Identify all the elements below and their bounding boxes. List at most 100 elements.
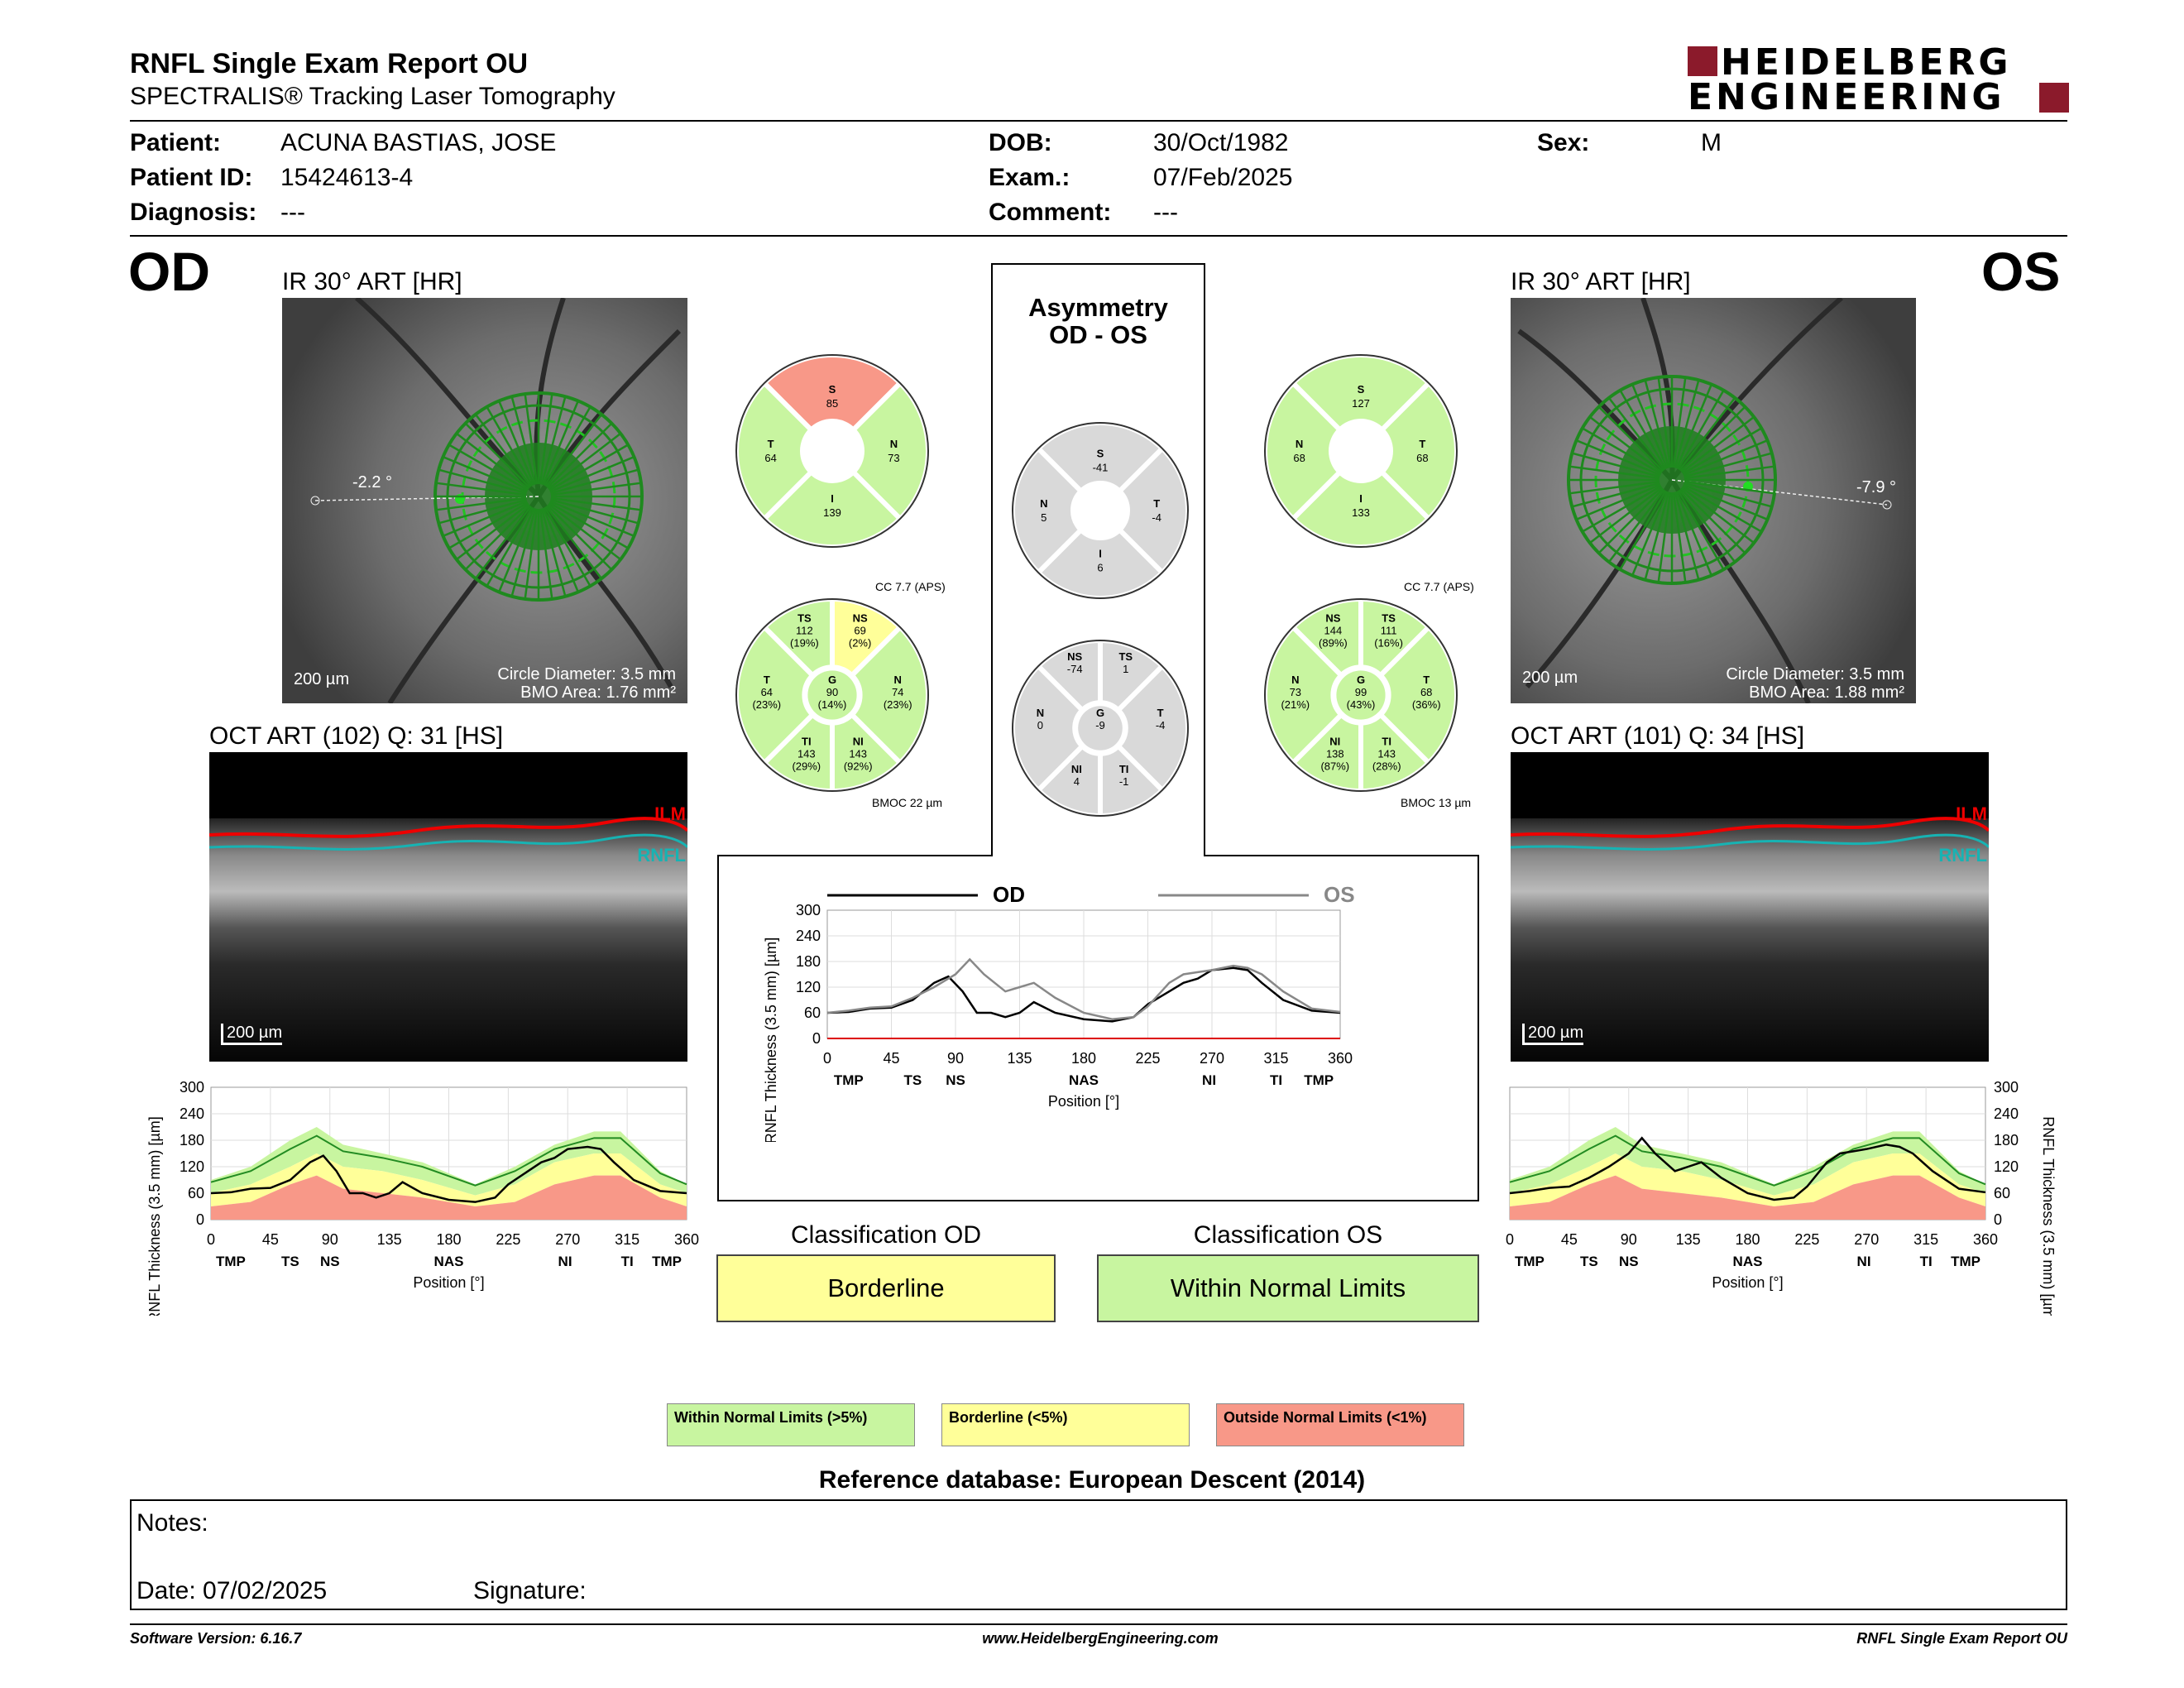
y-tick-label: 240 bbox=[180, 1105, 204, 1122]
sector-value: 138 bbox=[1326, 747, 1344, 760]
scan-spoke bbox=[448, 444, 529, 492]
scan-spoke bbox=[524, 508, 539, 600]
scan-spoke bbox=[545, 414, 603, 487]
scan-spoke bbox=[548, 444, 629, 492]
scan-spoke bbox=[1657, 492, 1672, 583]
y-tick-label: 240 bbox=[796, 928, 821, 944]
scan-spoke bbox=[510, 508, 537, 597]
x-tick-label: 180 bbox=[1071, 1050, 1096, 1067]
scan-spoke bbox=[1589, 487, 1663, 544]
x-tick-label: 45 bbox=[262, 1231, 279, 1248]
y-tick-label: 120 bbox=[180, 1158, 204, 1175]
scan-spoke bbox=[539, 508, 553, 600]
comment-value: --- bbox=[1153, 199, 1178, 226]
x-tick-label: 0 bbox=[823, 1050, 831, 1067]
scan-spoke bbox=[550, 496, 642, 511]
scan-spoke bbox=[474, 414, 532, 487]
sector-code: NI bbox=[1329, 735, 1340, 747]
sector-percent: (29%) bbox=[792, 760, 821, 772]
scan-spoke bbox=[1679, 489, 1736, 563]
sector-tick-label: TMP bbox=[216, 1254, 246, 1269]
scan-spoke bbox=[498, 507, 535, 592]
scan-spoke bbox=[548, 503, 621, 561]
sector-code: TS bbox=[1382, 612, 1396, 625]
sector-value: 73 bbox=[888, 452, 899, 464]
y-axis-label: RNFL Thickness (3.5 mm) [µm] bbox=[763, 938, 779, 1142]
scan-spoke bbox=[548, 432, 621, 490]
scan-spoke bbox=[510, 396, 537, 485]
x-tick-label: 90 bbox=[947, 1050, 964, 1067]
scan-spoke bbox=[1569, 480, 1660, 495]
scan-spoke bbox=[1644, 492, 1670, 581]
y-tick-label: 0 bbox=[196, 1211, 204, 1228]
sector-code: S bbox=[1358, 383, 1365, 396]
scan-spoke bbox=[542, 507, 579, 592]
x-tick-label: 45 bbox=[883, 1050, 899, 1067]
scan-spoke bbox=[1657, 376, 1672, 468]
scan-spoke bbox=[524, 393, 539, 485]
scan-spoke bbox=[1631, 384, 1669, 469]
scan-spoke bbox=[1682, 427, 1762, 475]
x-tick-label: 0 bbox=[1506, 1231, 1514, 1248]
series-os bbox=[826, 957, 1341, 1021]
y-tick-label: 60 bbox=[1994, 1185, 2010, 1201]
os-oct-bscan: ILM RNFL 200 µm bbox=[1511, 752, 1989, 1062]
sector-global bbox=[807, 670, 857, 720]
sector-value: 6 bbox=[1097, 562, 1103, 574]
signature-label: Signature: bbox=[473, 1577, 587, 1604]
borderline-band bbox=[1510, 1153, 1985, 1206]
asymmetry-frame bbox=[717, 263, 1479, 1201]
sector-code: NS bbox=[1325, 612, 1340, 625]
report-title: RNFL Single Exam Report OU bbox=[130, 48, 529, 79]
sector-value: -9 bbox=[1095, 719, 1105, 731]
x-axis-label: Position [°] bbox=[413, 1274, 484, 1291]
sector-percent: (21%) bbox=[1281, 698, 1310, 711]
scan-spoke bbox=[1571, 452, 1660, 478]
scan-spoke bbox=[1582, 485, 1662, 533]
sector-code: N bbox=[1296, 438, 1303, 450]
software-version: Software Version: 6.16.7 bbox=[130, 1630, 302, 1647]
scan-spoke bbox=[464, 422, 531, 489]
os-ilm-label: ILM bbox=[1956, 803, 1987, 824]
sector-code: TI bbox=[1119, 763, 1129, 775]
y-axis-label: RNFL Thickness (3.5 mm) [µm] bbox=[2040, 1116, 2057, 1316]
footer-report-name: RNFL Single Exam Report OU bbox=[1856, 1630, 2067, 1647]
sector-tick-label: TI bbox=[621, 1254, 634, 1269]
scan-spoke bbox=[448, 501, 529, 549]
sector-percent: (87%) bbox=[1320, 760, 1349, 772]
x-tick-label: 135 bbox=[1676, 1231, 1701, 1248]
sector-outline bbox=[1264, 598, 1458, 792]
scan-spoke bbox=[1684, 480, 1775, 495]
od-profile-line bbox=[210, 1145, 687, 1203]
scan-spoke bbox=[1576, 439, 1661, 477]
sector-value: 1 bbox=[1123, 663, 1128, 675]
od-angle: -2.2 ° bbox=[352, 473, 393, 492]
scan-spoke bbox=[550, 468, 639, 495]
scan-spoke bbox=[1681, 415, 1755, 473]
sex-label: Sex: bbox=[1537, 129, 1590, 156]
sector-value: 0 bbox=[1037, 719, 1043, 731]
sex-value: M bbox=[1701, 129, 1722, 156]
sector-value: 143 bbox=[1377, 747, 1396, 760]
x-tick-label: 360 bbox=[674, 1231, 699, 1248]
borderline-band bbox=[211, 1153, 687, 1206]
sector-tick-label: TS bbox=[1580, 1254, 1598, 1269]
x-tick-label: 135 bbox=[377, 1231, 402, 1248]
x-tick-label: 90 bbox=[322, 1231, 338, 1248]
scan-spoke bbox=[1597, 487, 1664, 554]
sector-value: 99 bbox=[1355, 686, 1367, 698]
scan-spoke bbox=[486, 506, 534, 587]
od-cc: CC 7.7 (APS) bbox=[875, 580, 946, 593]
os-angle: -7.9 ° bbox=[1856, 478, 1897, 496]
sector-value: 73 bbox=[1290, 686, 1301, 698]
scan-spoke bbox=[1631, 491, 1669, 576]
od-oct-bscan: ILM RNFL 200 µm bbox=[209, 752, 687, 1062]
sector-code: G bbox=[1357, 674, 1365, 686]
sector-tick-label: NS bbox=[946, 1072, 965, 1088]
y-tick-label: 180 bbox=[180, 1132, 204, 1149]
sector-value: 90 bbox=[826, 686, 838, 698]
sector-value: 139 bbox=[823, 506, 841, 519]
scan-spoke bbox=[456, 432, 529, 490]
sector-value: 144 bbox=[1324, 625, 1343, 637]
scan-spoke bbox=[1571, 482, 1660, 508]
